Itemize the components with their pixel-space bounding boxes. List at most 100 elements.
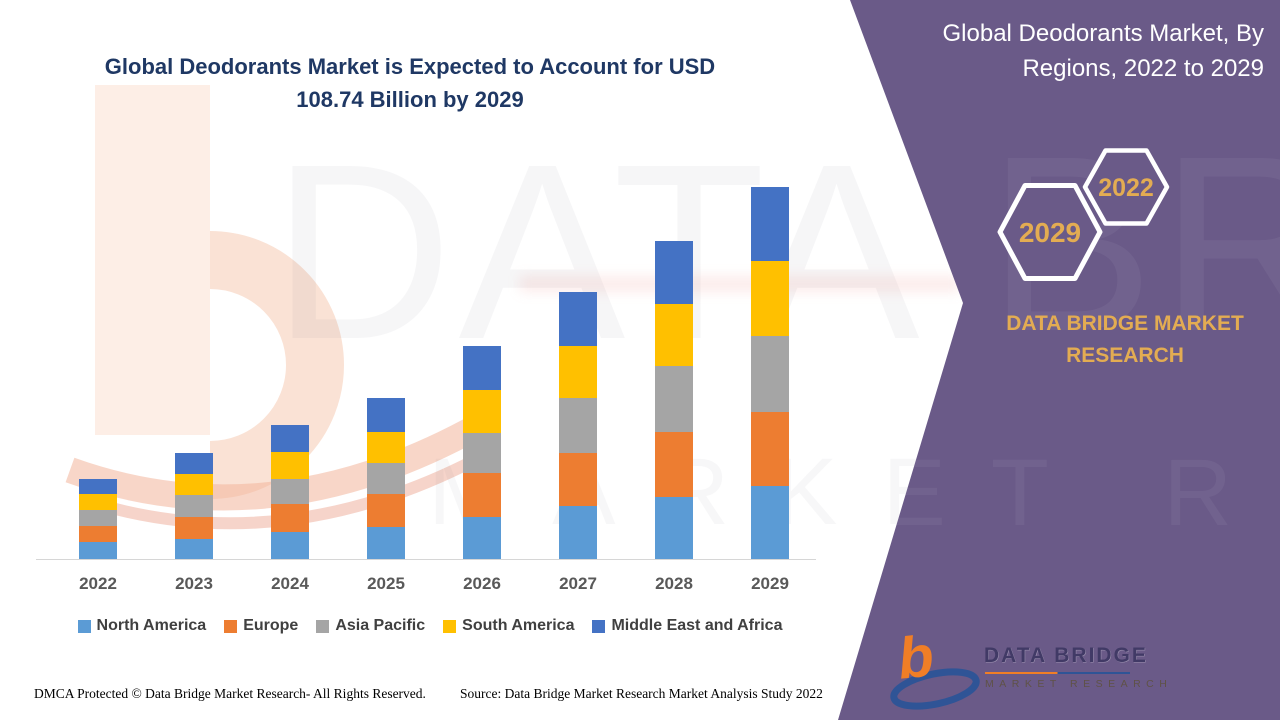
legend-swatch-icon xyxy=(77,619,91,633)
hexagon-2029-label: 2029 xyxy=(1019,217,1081,248)
x-tick-label: 2029 xyxy=(751,574,789,593)
legend-swatch-icon xyxy=(316,619,330,633)
bar-segment xyxy=(463,433,501,474)
bar-stack xyxy=(463,345,501,559)
x-tick-label: 2023 xyxy=(175,574,213,593)
bar-column-2022 xyxy=(50,187,146,559)
legend-swatch-icon xyxy=(224,619,238,633)
brand-text: DATA BRIDGE MARKET RESEARCH xyxy=(985,308,1265,372)
bar-column-2025 xyxy=(338,187,434,559)
headline: Global Deodorants Market is Expected to … xyxy=(80,50,740,116)
legend-label: North America xyxy=(96,617,207,634)
bar-stack xyxy=(79,479,117,559)
bar-segment xyxy=(175,453,213,475)
bar-segment xyxy=(79,479,117,495)
hexagon-badge-2022: 2022 xyxy=(1082,148,1170,226)
headline-line1: Global Deodorants Market is Expected to … xyxy=(104,54,716,79)
dmca-notice: DMCA Protected © Data Bridge Market Rese… xyxy=(34,686,426,701)
legend-label: Middle East and Africa xyxy=(611,617,783,634)
headline-line2: 108.74 Billion by 2029 xyxy=(296,87,524,112)
logo-subtitle: MARKET RESEARCH xyxy=(985,678,1173,690)
banner-title-line2: Regions, 2022 to 2029 xyxy=(1022,55,1264,82)
bar-segment xyxy=(175,474,213,496)
legend-item: Europe xyxy=(224,617,298,635)
legend-item: South America xyxy=(443,617,574,635)
logo-name: DATA BRIDGE xyxy=(984,644,1148,667)
bar-stack xyxy=(271,424,309,559)
bar-segment xyxy=(751,336,789,412)
plot-area xyxy=(50,187,818,559)
bar-segment xyxy=(79,541,117,559)
legend-swatch-icon xyxy=(592,619,606,633)
bar-segment xyxy=(175,516,213,540)
brand-line2: RESEARCH xyxy=(1066,344,1184,367)
brand-line1: DATA BRIDGE MARKET xyxy=(1006,312,1244,335)
hexagon-badges: 2029 2022 xyxy=(997,148,1170,281)
x-tick-label: 2022 xyxy=(79,574,117,593)
bar-stack xyxy=(367,398,405,559)
pink-watermark-band xyxy=(520,276,960,292)
bar-segment xyxy=(751,187,789,262)
bar-segment xyxy=(463,473,501,518)
x-tick-label: 2028 xyxy=(655,574,693,593)
hexagon-2022-icon xyxy=(1082,148,1170,226)
bar-segment xyxy=(655,497,693,559)
bar-segment xyxy=(655,303,693,366)
logo-swoosh-icon xyxy=(890,668,980,710)
bar-segment xyxy=(175,539,213,559)
banner-title-line1: Global Deodorants Market, By xyxy=(942,20,1264,47)
banner-title: Global Deodorants Market, By Regions, 20… xyxy=(834,16,1264,86)
bar-segment xyxy=(751,261,789,337)
logo-b-icon: b xyxy=(894,623,937,692)
bar-column-2026 xyxy=(434,187,530,559)
bar-segment xyxy=(367,494,405,527)
bar-segment xyxy=(463,517,501,559)
x-axis-line xyxy=(36,559,816,560)
bar-segment xyxy=(751,485,789,559)
bar-segment xyxy=(655,432,693,498)
bar-segment xyxy=(559,397,597,453)
bar-segment xyxy=(367,432,405,463)
x-tick-label: 2026 xyxy=(463,574,501,593)
legend-label: Asia Pacific xyxy=(335,617,426,634)
bar-segment xyxy=(559,506,597,559)
bar-segment xyxy=(559,291,597,346)
bar-column-2027 xyxy=(530,187,626,559)
bar-segment xyxy=(655,240,693,304)
hexagon-2029-icon xyxy=(997,183,1103,281)
bar-stack xyxy=(559,291,597,559)
bar-segment xyxy=(271,452,309,480)
legend-label: Europe xyxy=(243,617,299,634)
bar-segment xyxy=(271,504,309,533)
bar-segment xyxy=(175,495,213,517)
bar-stack xyxy=(655,240,693,559)
bar-segment xyxy=(367,462,405,495)
bar-stack xyxy=(751,187,789,559)
bar-stack xyxy=(175,453,213,559)
hexagon-badge-2029: 2029 xyxy=(997,183,1103,281)
bar-segment xyxy=(751,411,789,486)
hexagon-2022-label: 2022 xyxy=(1098,174,1154,202)
bar-segment xyxy=(79,525,117,542)
bar-segment xyxy=(79,509,117,526)
bar-segment xyxy=(271,479,309,505)
legend-item: North America xyxy=(77,617,207,635)
bar-segment xyxy=(463,389,501,434)
bar-segment xyxy=(271,532,309,559)
logo-divider xyxy=(985,672,1130,674)
bar-segment xyxy=(367,398,405,433)
bar-segment xyxy=(559,345,597,398)
legend-item: Middle East and Africa xyxy=(592,617,782,635)
bar-segment xyxy=(655,365,693,433)
legend-swatch-icon xyxy=(443,619,457,633)
bar-segment xyxy=(463,345,501,390)
bar-segment xyxy=(271,424,309,453)
source-note: Source: Data Bridge Market Research Mark… xyxy=(460,686,823,701)
bar-segment xyxy=(559,452,597,507)
x-axis-labels: 2022 2023 2024 2025 2026 2027 2028 2029 xyxy=(50,574,818,594)
databridge-logo: b DATA BRIDGE MARKET RESEARCH xyxy=(888,623,1167,714)
legend-item: Asia Pacific xyxy=(316,617,425,635)
bar-column-2024 xyxy=(242,187,338,559)
bar-column-2023 xyxy=(146,187,242,559)
